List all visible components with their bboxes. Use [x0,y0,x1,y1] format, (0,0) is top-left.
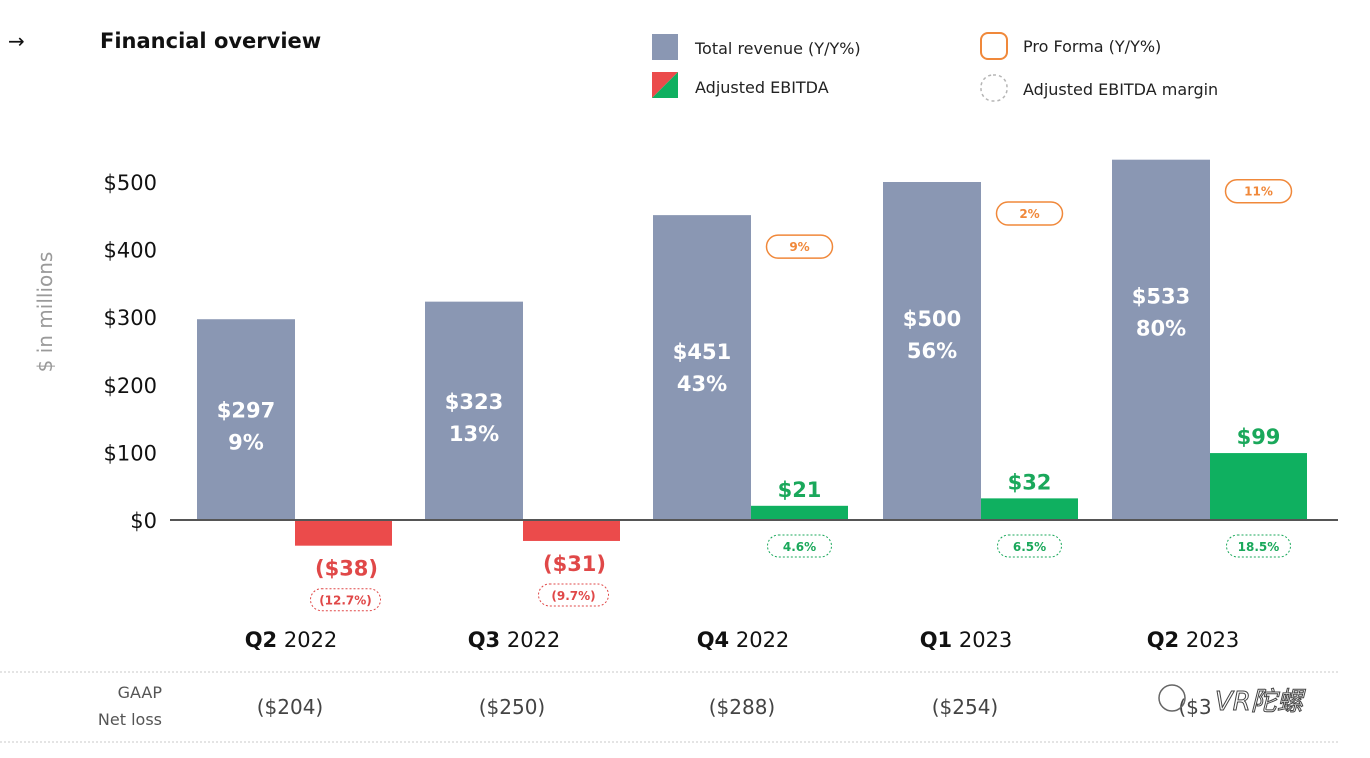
chart-marks: $297 9% $323 13% $451 43% $500 56% $533 80% ($38) (… [197,159,1307,612]
gaap-net-loss-value: ($254) [932,695,999,719]
gaap-net-loss-value: ($288) [709,695,776,719]
ebitda-margin-label: 4.6% [783,540,816,554]
x-category-label: Q2 2022 [245,628,338,652]
legend-label-total-revenue: Total revenue (Y/Y%) [694,39,861,58]
gaap-net-loss-value: ($204) [257,695,324,719]
legend-swatch-adjusted-ebitda [652,72,678,98]
y-tick-label: $300 [104,306,157,330]
revenue-bar [883,182,981,520]
ebitda-margin-pill [1226,534,1291,558]
y-tick-label: $500 [104,171,157,195]
revenue-value-label: $451 [673,340,731,364]
ebitda-margin-pill [310,588,381,612]
y-tick-label: $400 [104,239,157,263]
pro-forma-label: 2% [1019,207,1039,221]
revenue-yoy-label: 56% [907,339,957,363]
revenue-bar [653,215,751,520]
legend-swatch-ebitda-margin [980,74,1008,102]
ebitda-margin-label: 6.5% [1013,540,1046,554]
y-tick-label: $100 [104,441,157,465]
revenue-yoy-label: 9% [228,431,264,455]
ebitda-margin-pill [997,534,1062,558]
x-category-label: Q1 2023 [920,628,1013,652]
revenue-value-label: $533 [1132,285,1190,309]
ebitda-margin-label: 18.5% [1238,540,1280,554]
watermark-logo-icon [1158,684,1186,712]
gaap-net-loss-value: ($250) [479,695,546,719]
gaap-net-loss-values: ($204) ($250) ($288) ($254) ($3 [257,695,1212,719]
pro-forma-label: 11% [1244,185,1273,199]
ebitda-bar [295,520,392,546]
ebitda-value-label: $21 [778,478,822,502]
chart-title: Financial overview [100,29,321,53]
revenue-bar [1112,159,1210,520]
pro-forma-pill [995,201,1064,226]
arrow-icon: → [8,29,25,53]
chart-legend: Total revenue (Y/Y%) Pro Forma (Y/Y%) Ad… [652,32,1218,102]
ebitda-margin-label: (9.7%) [551,589,595,603]
revenue-value-label: $500 [903,307,961,331]
revenue-bar [425,301,523,520]
ebitda-value-label: $99 [1237,425,1281,449]
legend-swatch-total-revenue [652,34,678,60]
ebitda-margin-label: (12.7%) [319,594,372,608]
ebitda-margin-pill [538,583,609,607]
x-category-label: Q4 2022 [697,628,790,652]
legend-label-adjusted-ebitda: Adjusted EBITDA [695,78,829,97]
y-axis-ticks: $0 $100 $200 $300 $400 $500 [104,171,157,533]
ebitda-bar [751,505,848,520]
gaap-label-line2: Net loss [98,710,162,729]
legend-label-ebitda-margin: Adjusted EBITDA margin [1023,80,1218,99]
legend-swatch-pro-forma [980,32,1008,60]
ebitda-bar [523,520,620,541]
x-category-label: Q3 2022 [468,628,561,652]
pro-forma-label: 9% [789,240,809,254]
revenue-yoy-label: 13% [449,422,499,446]
pro-forma-pill [1224,178,1293,204]
y-axis-label: $ in millions [33,252,57,373]
y-tick-label: $0 [130,509,157,533]
gaap-label-line1: GAAP [118,683,163,702]
ebitda-value-label: ($38) [315,557,378,581]
gaap-net-loss-value: ($3 [1178,695,1211,719]
ebitda-bar [981,498,1078,520]
revenue-value-label: $323 [445,390,503,414]
revenue-yoy-label: 80% [1136,317,1186,341]
ebitda-bar [1210,453,1307,520]
ebitda-margin-pill [767,534,832,558]
legend-label-pro-forma: Pro Forma (Y/Y%) [1023,37,1161,56]
revenue-bar [197,319,295,520]
x-category-label: Q2 2023 [1147,628,1240,652]
pro-forma-pill [765,234,834,259]
watermark-text: VR陀螺 [1215,687,1306,717]
ebitda-value-label: ($31) [543,552,606,576]
x-axis-categories: Q2 2022 Q3 2022 Q4 2022 Q1 2023 Q2 2023 [245,628,1240,652]
watermark: VR陀螺 [1158,684,1306,718]
revenue-value-label: $297 [217,399,275,423]
y-tick-label: $200 [104,374,157,398]
ebitda-value-label: $32 [1008,470,1052,494]
revenue-yoy-label: 43% [677,372,727,396]
